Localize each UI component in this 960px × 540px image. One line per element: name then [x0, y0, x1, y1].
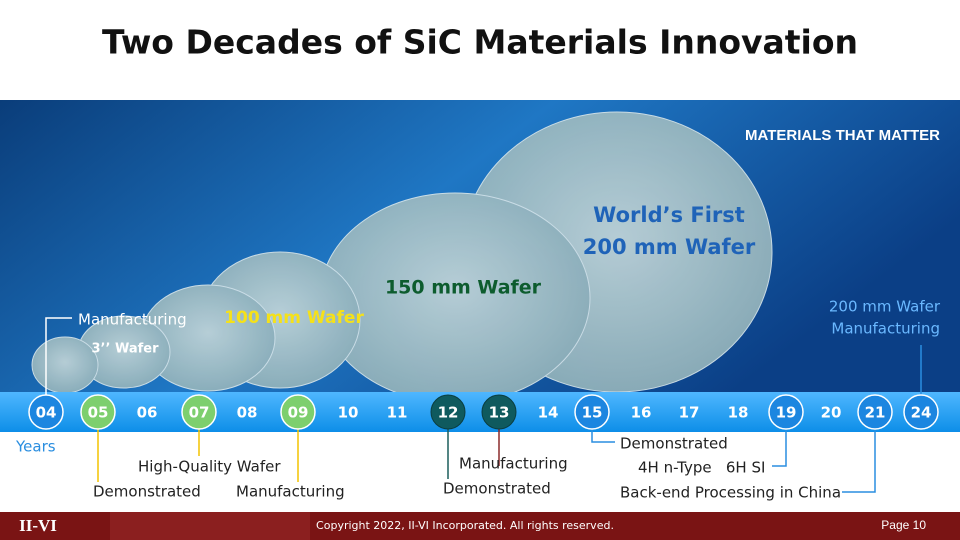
- footer-pattern: [110, 512, 310, 540]
- year-label: 13: [489, 404, 510, 422]
- brand: MATERIALS THAT MATTER: [745, 127, 940, 144]
- wafer-label: 3’’ Wafer: [92, 342, 160, 357]
- year-marker: [481, 394, 517, 430]
- connector: [45, 317, 72, 398]
- year-label: 10: [338, 404, 359, 422]
- year-label: 16: [631, 404, 652, 422]
- wafer-label: World’s First: [593, 203, 745, 227]
- annotation: Demonstrated: [620, 435, 728, 453]
- axis-label: Years: [15, 438, 56, 456]
- year-label: 21: [865, 404, 886, 422]
- year-label: 15: [582, 404, 603, 422]
- annotation: Back-end Processing in China: [620, 484, 841, 502]
- year-label: 14: [538, 404, 559, 422]
- annotation: 4H n-Type 6H SI: [638, 459, 765, 477]
- annotation: High-Quality Wafer: [138, 458, 281, 476]
- year-label: 07: [189, 404, 210, 422]
- year-marker: [768, 394, 804, 430]
- annotation: Manufacturing: [236, 483, 345, 501]
- connectors: [45, 317, 922, 493]
- year-label: 08: [237, 404, 258, 422]
- wafers: [31, 111, 773, 404]
- year-marker: [574, 394, 610, 430]
- year-marker: [857, 394, 893, 430]
- year-label: 24: [911, 404, 932, 422]
- year-label: 20: [821, 404, 842, 422]
- year-marker: [28, 394, 64, 430]
- year-label: 06: [137, 404, 158, 422]
- annotation: Manufacturing: [78, 311, 187, 329]
- year-label: 18: [728, 404, 749, 422]
- slide-title: Two Decades of SiC Materials Innovation: [102, 23, 858, 62]
- page-number: Page 10: [881, 518, 926, 532]
- wafer-label: 200 mm Wafer: [583, 235, 756, 259]
- year-marker: [430, 394, 466, 430]
- year-label: 04: [36, 404, 57, 422]
- wafer-label: 100 mm Wafer: [224, 308, 364, 328]
- logo: II-VI: [19, 516, 57, 535]
- year-marker: [903, 394, 939, 430]
- year-label: 19: [776, 404, 797, 422]
- annotation: 200 mm Wafer: [829, 298, 941, 316]
- connector: [842, 428, 876, 493]
- year-label: 17: [679, 404, 700, 422]
- annotation: Manufacturing: [831, 320, 940, 338]
- year-marker: [181, 394, 217, 430]
- year-label: 05: [88, 404, 109, 422]
- annotation: Demonstrated: [443, 480, 551, 498]
- year-label: 11: [387, 404, 408, 422]
- connector: [772, 428, 787, 467]
- timeline: 04 05 06 07 08 09 10 11 12 13 14 15 16 17 18 19 20 21 24: [28, 394, 939, 430]
- year-label: 09: [288, 404, 309, 422]
- annotation: Demonstrated: [93, 483, 201, 501]
- year-marker: [280, 394, 316, 430]
- wafer: [31, 336, 99, 394]
- connector: [591, 428, 615, 443]
- year-marker: [80, 394, 116, 430]
- annotation: Manufacturing: [459, 455, 568, 473]
- copyright: Copyright 2022, II-VI Incorporated. All …: [316, 519, 614, 532]
- year-label: 12: [438, 404, 459, 422]
- wafer-label: 150 mm Wafer: [385, 277, 542, 299]
